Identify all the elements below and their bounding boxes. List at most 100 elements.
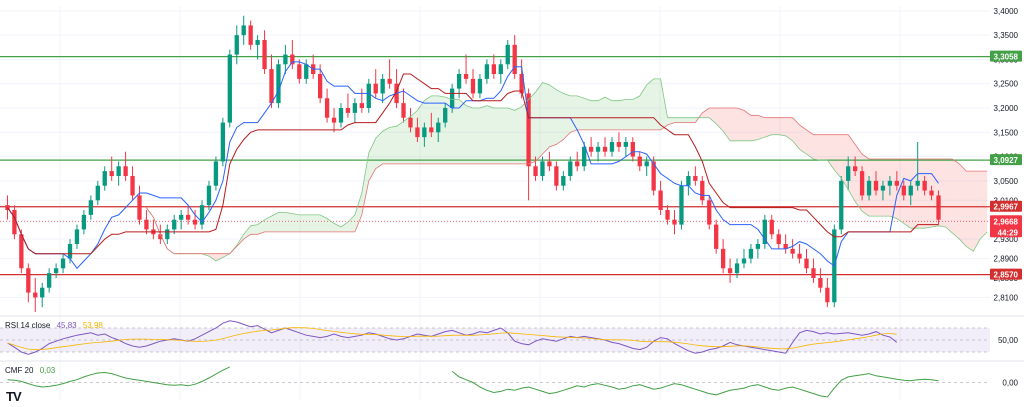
- cloud-segment: [403, 116, 411, 164]
- candle-body: [429, 127, 434, 133]
- cloud-segment: [598, 97, 606, 130]
- candle-body: [387, 78, 392, 84]
- rsi-line: [7, 320, 898, 355]
- rsi-legend-name: RSI 14 close: [5, 321, 51, 330]
- candle-body: [67, 244, 73, 259]
- candle: [338, 103, 344, 128]
- cloud-segment: [382, 127, 390, 164]
- candle-body: [936, 195, 941, 220]
- candle-body: [658, 190, 663, 210]
- candle-body: [74, 229, 80, 244]
- cloud-segment: [334, 223, 341, 232]
- candle-body: [88, 200, 94, 215]
- cloud-segment: [271, 212, 279, 232]
- candle: [665, 205, 670, 225]
- cloud-segment: [208, 253, 216, 261]
- candle: [206, 180, 212, 210]
- candle: [741, 248, 747, 269]
- candle-body: [234, 35, 239, 55]
- candle-body: [185, 214, 191, 220]
- candle: [443, 103, 448, 128]
- candle: [846, 156, 851, 191]
- candle: [804, 248, 809, 274]
- candle-body: [929, 190, 934, 196]
- candle: [533, 156, 538, 181]
- tradingview-logo[interactable]: TV: [6, 389, 22, 404]
- price-tag: 2,9967: [990, 200, 1022, 212]
- candle-body: [373, 83, 378, 94]
- candle: [588, 137, 594, 157]
- cloud-segment: [778, 117, 786, 136]
- candle-body: [116, 166, 121, 176]
- rsi-legend[interactable]: RSI 14 close 45,83 53,98: [5, 321, 107, 330]
- cloud-segment: [549, 84, 557, 147]
- candle: [276, 59, 281, 108]
- candle: [297, 59, 302, 84]
- candle: [81, 210, 87, 235]
- candle: [324, 88, 330, 123]
- rsi-ma-line: [7, 327, 897, 351]
- candle: [88, 195, 94, 220]
- candle: [463, 54, 469, 84]
- candle-body: [477, 78, 483, 94]
- candle: [762, 214, 767, 249]
- candle-body: [331, 117, 337, 123]
- candle: [929, 185, 934, 201]
- cloud-segment: [313, 214, 321, 232]
- cloud-segment: [785, 117, 793, 141]
- candle-body: [450, 88, 455, 108]
- candle-body: [512, 44, 517, 74]
- candle-body: [338, 108, 344, 123]
- price-tag-bg: [990, 268, 1022, 280]
- candle-body: [839, 180, 844, 230]
- candle-body: [401, 103, 406, 118]
- candle-body: [345, 108, 351, 113]
- cmf-legend[interactable]: CMF 20 0,03: [5, 366, 59, 375]
- candle: [720, 239, 726, 274]
- candle: [561, 171, 566, 191]
- candle-body: [561, 176, 566, 186]
- candle: [192, 210, 198, 230]
- cloud-segment: [625, 99, 633, 130]
- candle-body: [60, 258, 66, 269]
- candle: [290, 40, 295, 70]
- cloud-segment: [375, 131, 383, 169]
- candle: [95, 180, 100, 206]
- candle: [269, 54, 274, 108]
- cloud-segment: [882, 159, 890, 217]
- cloud-segment: [466, 105, 473, 164]
- cloud-segment: [320, 214, 328, 232]
- candle-body: [137, 195, 142, 220]
- candle: [554, 161, 559, 191]
- candle-body: [415, 127, 420, 138]
- cloud-segment: [820, 134, 828, 161]
- cloud-segment: [806, 129, 814, 159]
- candle-body: [352, 103, 358, 113]
- rsi-legend-value: 45,83: [56, 321, 77, 330]
- candle: [866, 176, 872, 201]
- candle-body: [741, 258, 747, 264]
- cloud-segment: [354, 193, 362, 232]
- candle-body: [575, 161, 580, 167]
- cloud-segment: [327, 218, 335, 232]
- candle: [234, 25, 239, 65]
- candle-body: [700, 180, 705, 201]
- candle: [60, 253, 66, 274]
- candle: [714, 219, 719, 254]
- candle: [185, 205, 191, 225]
- candle: [790, 239, 795, 259]
- candle-body: [873, 180, 879, 191]
- candle-body: [707, 200, 712, 225]
- cloud-segment: [959, 163, 967, 247]
- candle-body: [811, 268, 816, 278]
- cloud-segment: [834, 134, 842, 179]
- candle-body: [623, 142, 629, 147]
- candle: [700, 176, 705, 206]
- cloud-segment: [973, 171, 981, 252]
- candle: [248, 20, 253, 50]
- candle-body: [199, 205, 205, 225]
- candle-body: [317, 74, 323, 99]
- candle: [547, 151, 552, 172]
- candle-body: [533, 166, 538, 176]
